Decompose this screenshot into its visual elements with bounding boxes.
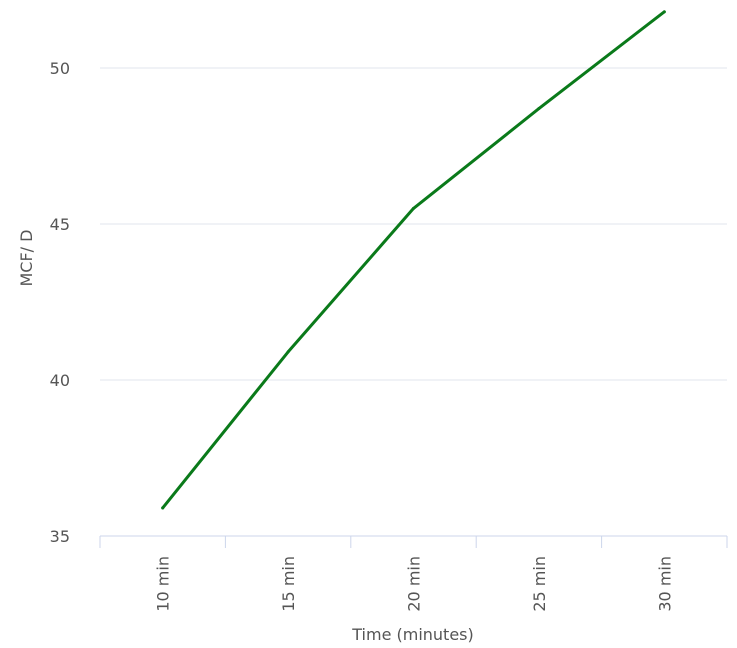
y-tick-label: 40 <box>50 371 70 390</box>
series-line <box>161 10 666 510</box>
x-tick-label: 20 min <box>405 556 424 612</box>
y-tick-label: 35 <box>50 527 70 546</box>
y-tick-label: 45 <box>50 215 70 234</box>
x-tick-label: 30 min <box>655 556 674 612</box>
x-tick-label: 10 min <box>154 556 173 612</box>
data-point <box>537 107 541 111</box>
data-point <box>286 350 290 354</box>
x-tick-label: 25 min <box>530 556 549 612</box>
data-point <box>412 206 415 210</box>
data-point <box>662 10 666 14</box>
grid-lines <box>100 67 727 381</box>
x-axis <box>99 535 728 548</box>
data-point <box>161 506 165 510</box>
x-axis-tick-labels: 10 min 15 min 20 min 25 min 30 min <box>154 556 675 612</box>
series-layer <box>161 10 666 510</box>
y-tick-label: 50 <box>50 59 70 78</box>
y-axis-tick-labels: 35 40 45 50 <box>50 59 70 546</box>
x-tick-label: 15 min <box>279 556 298 612</box>
x-axis-title: Time (minutes) <box>351 625 474 644</box>
y-axis-title: MCF/ D <box>17 230 36 287</box>
